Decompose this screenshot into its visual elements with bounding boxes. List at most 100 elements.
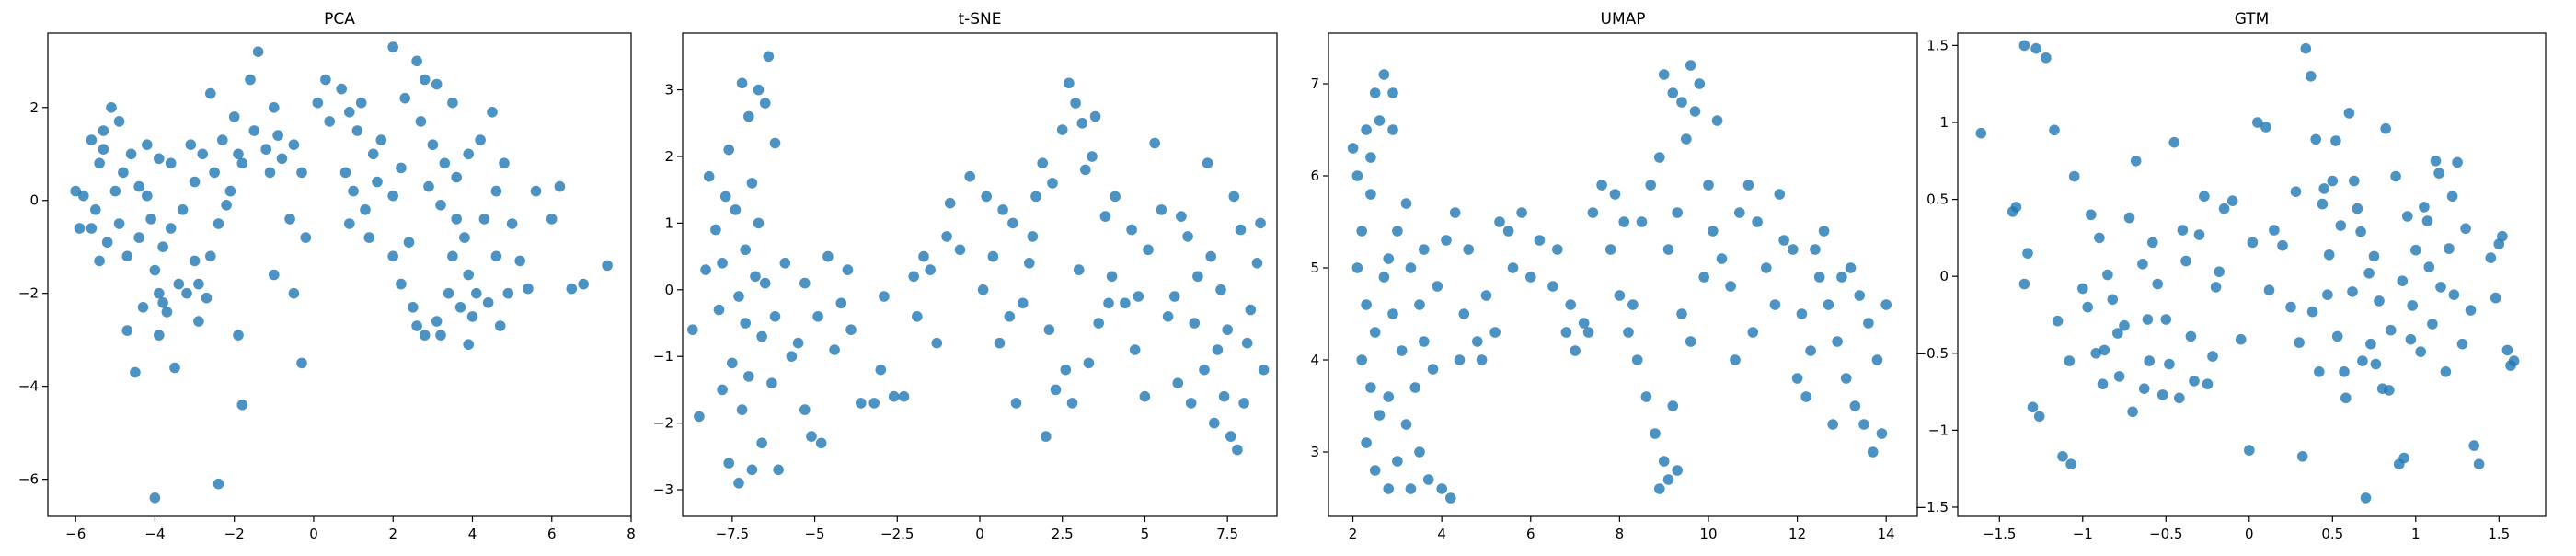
panel-4: GTM −1.5 −1 −0.5 0 0.5 1 1.5 −1.5 −1 −0.5 0 0.5 1 1.5 [1915, 10, 2547, 542]
data-point [411, 320, 422, 331]
data-point [106, 102, 117, 113]
axes-frame [1328, 32, 1918, 517]
y-tick-label: 3 [664, 82, 673, 98]
data-point [812, 311, 823, 322]
x-tick-label: −6 [65, 526, 86, 542]
y-tick-label: 1.5 [1926, 37, 1949, 53]
data-point [2306, 306, 2318, 318]
data-point [1238, 398, 1249, 409]
data-point [2127, 406, 2138, 418]
data-point [387, 41, 399, 52]
data-point [523, 283, 534, 295]
data-point [1347, 143, 1359, 154]
data-point [2137, 259, 2148, 270]
data-point [1185, 398, 1197, 409]
data-point [201, 292, 213, 304]
data-point [165, 223, 177, 234]
data-point [1004, 311, 1016, 322]
data-point [2368, 250, 2380, 262]
data-point [1534, 235, 1546, 246]
data-point [1215, 284, 1226, 295]
data-point [113, 116, 125, 127]
data-point [1432, 281, 1443, 292]
data-point [2415, 346, 2426, 357]
data-point [1383, 253, 1394, 264]
data-point [419, 74, 431, 86]
data-point [1365, 189, 1376, 200]
data-point [2322, 289, 2333, 301]
data-point [703, 170, 715, 182]
data-point [363, 232, 375, 243]
data-point [348, 185, 359, 197]
y-tick-label: 1 [664, 214, 673, 231]
data-point [1774, 189, 1786, 200]
data-point [1070, 98, 1081, 109]
data-point [2018, 40, 2030, 52]
data-point [209, 167, 220, 179]
data-point [1609, 189, 1621, 200]
data-point [2285, 301, 2296, 313]
data-point [1747, 327, 1759, 338]
data-point [2306, 71, 2317, 82]
data-point [161, 307, 173, 318]
data-point [1476, 354, 1488, 365]
data-point [2410, 244, 2421, 256]
data-point [578, 278, 589, 290]
data-point [1251, 258, 1263, 269]
data-point [1552, 244, 1563, 255]
data-point [2485, 252, 2497, 263]
data-point [1654, 483, 1665, 494]
data-point [1667, 400, 1679, 411]
data-point [427, 139, 439, 150]
data-point [1419, 336, 1430, 347]
data-point [74, 223, 86, 234]
data-point [1139, 390, 1151, 402]
data-point [185, 139, 197, 150]
data-point [145, 214, 156, 225]
data-point [490, 250, 502, 262]
data-point [2102, 269, 2113, 281]
data-point [2260, 122, 2271, 133]
data-point [447, 97, 458, 109]
data-point [815, 437, 827, 449]
data-point [1099, 211, 1111, 222]
data-point [1769, 299, 1781, 310]
data-point [2490, 292, 2501, 304]
data-point [2323, 249, 2335, 261]
data-point [221, 200, 232, 211]
data-point [2310, 133, 2321, 145]
data-point [2357, 355, 2368, 366]
x-tick-label: 1 [2411, 526, 2421, 542]
data-point [756, 437, 767, 449]
data-point [2193, 229, 2205, 240]
y-tick-label: 0 [29, 192, 39, 209]
data-point [1056, 124, 1068, 135]
data-point [1867, 446, 1879, 458]
data-point [1361, 299, 1372, 310]
data-point [2423, 261, 2435, 272]
data-point [339, 167, 351, 179]
data-point [1449, 207, 1461, 218]
data-point [403, 237, 415, 249]
data-point [743, 371, 754, 382]
data-point [1083, 357, 1095, 369]
data-point [1374, 410, 1386, 421]
data-point [2330, 135, 2341, 146]
data-point [1027, 231, 1039, 242]
data-point [1182, 231, 1193, 242]
data-point [2180, 255, 2191, 267]
data-point [2164, 358, 2175, 370]
x-tick-label: −1.5 [1983, 526, 2016, 542]
data-point [730, 204, 742, 215]
data-point [2355, 226, 2366, 237]
data-point [1810, 244, 1821, 255]
data-point [912, 311, 923, 322]
data-point [78, 190, 89, 202]
data-point [2421, 215, 2433, 226]
data-point [1017, 297, 1029, 309]
data-point [1400, 198, 1412, 209]
data-point [733, 291, 744, 302]
y-tick-label: 0 [1939, 268, 1949, 284]
data-point [1427, 364, 1439, 375]
data-point [2185, 330, 2197, 342]
